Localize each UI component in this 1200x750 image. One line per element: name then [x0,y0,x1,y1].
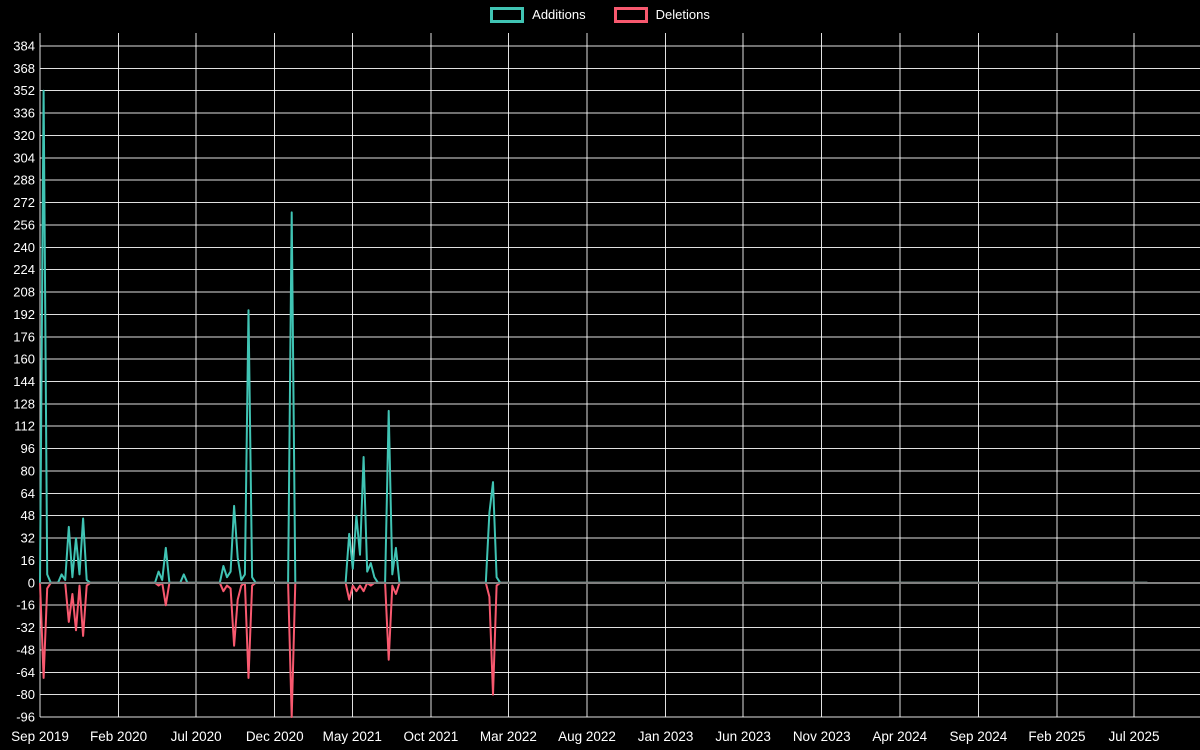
deletions-line [39,581,1148,718]
y-tick-label: 304 [13,150,35,165]
x-tick-label: Aug 2022 [558,729,616,744]
y-tick-label: -64 [16,665,35,680]
deletions-swatch-icon [613,7,648,23]
y-tick-label: 16 [21,553,35,568]
legend-item-additions[interactable]: Additions [490,7,586,23]
y-tick-label: 368 [13,61,35,76]
x-tick-label: Feb 2025 [1028,729,1085,744]
x-axis-labels: Sep 2019 Feb 2020 Jul 2020 Dec 2020 May 2021… [11,729,1159,744]
y-tick-label: 64 [21,486,35,501]
x-tick-label: Feb 2020 [90,729,147,744]
y-tick-label: 80 [21,463,35,478]
y-tick-label: 320 [13,128,35,143]
y-tick-label: 112 [14,419,35,434]
y-tick-label: -16 [16,598,35,613]
legend-label-additions: Additions [532,7,586,22]
x-tick-label: Apr 2024 [872,729,927,744]
y-tick-label: -96 [16,710,35,725]
y-tick-label: 192 [13,307,35,322]
additions-swatch-icon [490,7,525,23]
y-tick-label: 288 [13,173,35,188]
y-tick-label: 0 [28,575,35,590]
x-tick-label: Jan 2023 [638,729,694,744]
y-tick-label: 352 [13,83,35,98]
x-tick-label: Jun 2023 [715,729,771,744]
y-tick-label: 144 [13,374,35,389]
y-axis-labels: 3843683523363203042882722562402242081921… [13,39,35,725]
y-tick-label: 160 [13,352,35,367]
chart-legend: Additions Deletions [0,7,1200,23]
y-tick-label: -32 [16,620,35,635]
y-tick-label: 32 [21,531,35,546]
x-tick-label: Dec 2020 [246,729,304,744]
x-tick-label: May 2021 [323,729,382,744]
x-tick-label: Jul 2025 [1108,729,1159,744]
y-tick-label: 176 [13,329,35,344]
x-tick-label: Nov 2023 [793,729,851,744]
y-tick-label: 272 [13,195,35,210]
y-tick-label: 240 [13,240,35,255]
y-tick-label: 48 [21,508,35,523]
x-tick-label: Mar 2022 [480,729,537,744]
x-tick-label: Sep 2024 [949,729,1007,744]
y-tick-label: 336 [13,106,35,121]
y-tick-label: 224 [13,262,35,277]
y-tick-label: -48 [16,642,35,657]
y-tick-label: 96 [21,441,35,456]
y-tick-label: 208 [13,285,35,300]
x-tick-label: Jul 2020 [171,729,222,744]
y-tick-label: -80 [16,687,35,702]
additions-line [39,89,1148,584]
legend-label-deletions: Deletions [655,7,710,22]
grid [39,33,1200,718]
y-tick-label: 256 [13,217,35,232]
y-tick-label: 128 [13,396,35,411]
x-tick-label: Sep 2019 [11,729,69,744]
x-tick-label: Oct 2021 [403,729,458,744]
legend-item-deletions[interactable]: Deletions [613,7,710,23]
y-tick-label: 384 [13,39,35,54]
